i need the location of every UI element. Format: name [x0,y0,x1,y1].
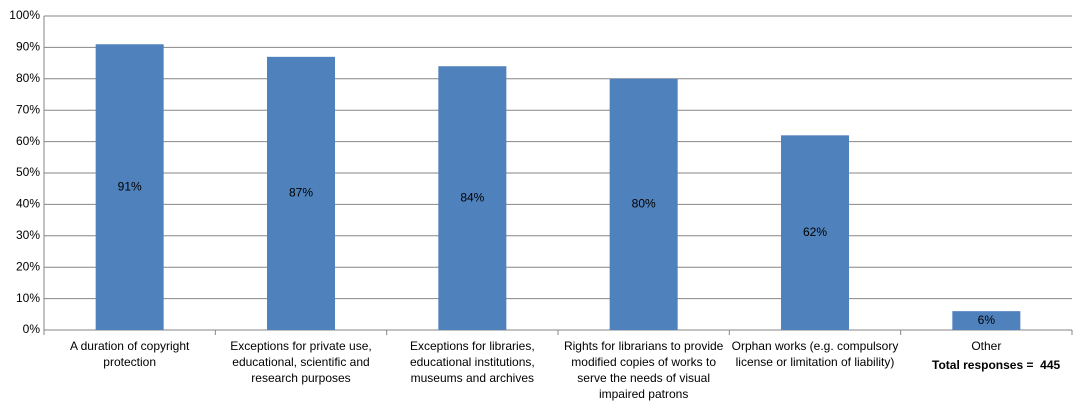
value-label: 91% [118,179,142,193]
bar [267,56,335,330]
y-tick-label: 80% [16,71,40,85]
value-label: 87% [289,186,313,200]
x-tick-label: Rights for librarians to provide modifie… [563,339,724,401]
annotation: Total responses = 445 [932,358,1061,372]
bar [952,311,1021,330]
y-tick-label: 50% [16,165,40,179]
x-tick-label: Orphan works (e.g. compulsory license or… [731,339,899,369]
y-tick-label: 90% [16,40,40,54]
x-tick-label: Other [971,339,1002,353]
x-tick-label: Exceptions for private use, educational,… [230,339,372,385]
bar [781,135,849,330]
y-tick-label: 0% [23,322,41,336]
value-label: 6% [978,313,996,327]
bar [438,66,507,331]
y-tick-label: 10% [16,291,40,305]
y-tick-label: 30% [16,228,40,242]
value-label: 62% [803,225,827,239]
value-label: 80% [632,197,656,211]
y-tick-label: 60% [16,134,40,148]
bar [609,78,678,330]
value-label: 84% [460,190,484,204]
bar [95,44,164,330]
y-tick-label: 70% [16,102,40,116]
x-tick-label: Exceptions for libraries, educational in… [409,339,535,385]
x-tick-label: A duration of copyright protection [69,339,190,369]
y-tick-label: 40% [16,197,40,211]
y-tick-label: 20% [16,259,40,273]
y-tick-label: 100% [9,8,40,22]
